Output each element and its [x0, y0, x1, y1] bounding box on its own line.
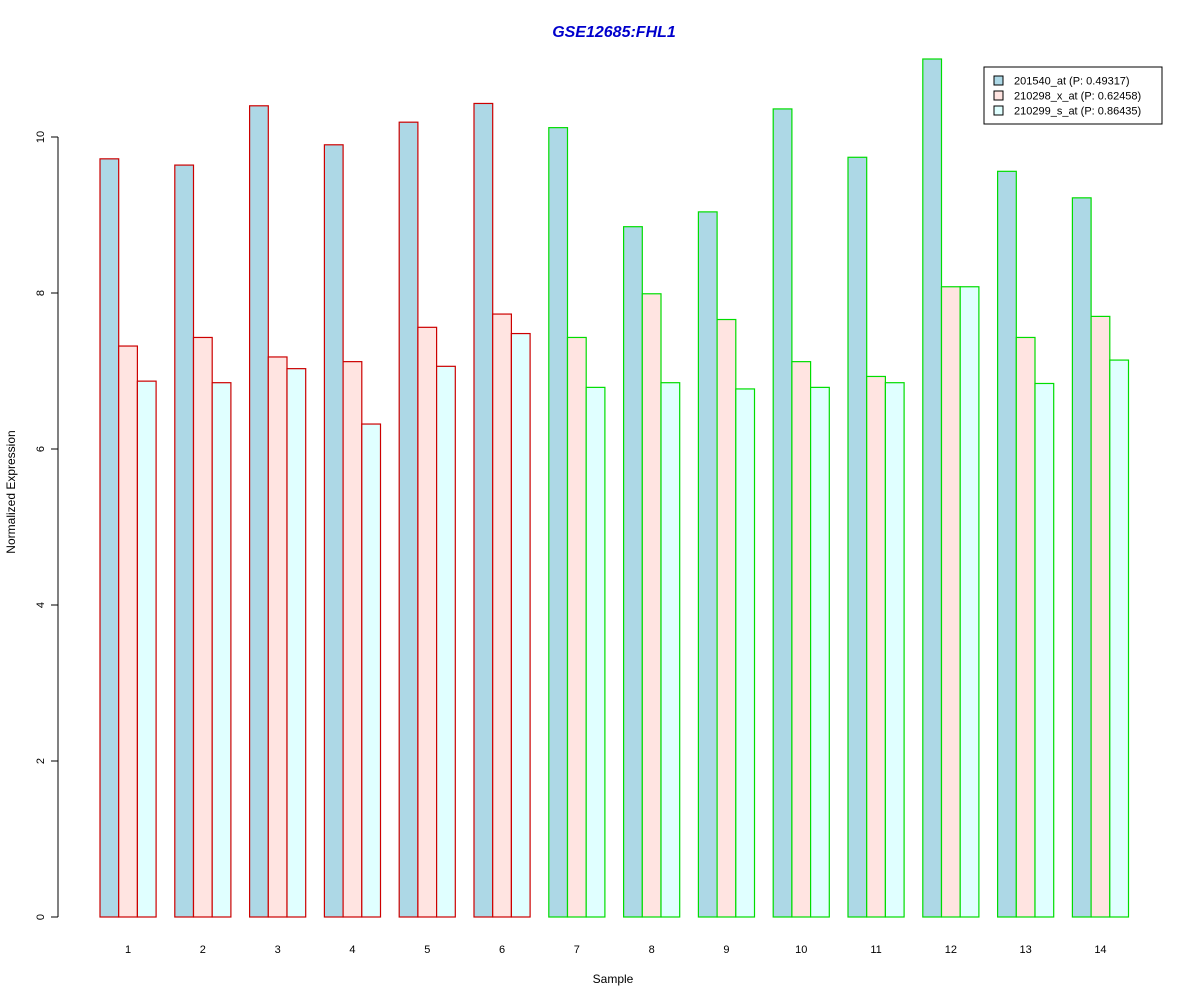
- x-tick-label: 7: [574, 944, 580, 956]
- bar: [660, 382, 681, 918]
- bar: [772, 108, 793, 918]
- x-axis-label: Sample: [593, 972, 634, 986]
- x-tick-label: 4: [349, 944, 355, 956]
- x-tick-label: 5: [424, 944, 430, 956]
- bar: [847, 156, 868, 918]
- y-tick-label: 0: [35, 914, 47, 920]
- bar: [492, 313, 513, 918]
- y-axis: 0 2 4 6 8 10: [35, 131, 59, 920]
- x-tick-label: 11: [870, 944, 881, 956]
- x-tick-label: 13: [1020, 944, 1032, 956]
- legend-label: 210298_x_at (P: 0.62458): [1014, 91, 1141, 103]
- bar: [809, 386, 830, 918]
- y-tick-label: 6: [35, 446, 47, 452]
- x-tick-label: 3: [275, 944, 281, 956]
- bar-groups: [99, 58, 1130, 918]
- bar: [323, 144, 344, 918]
- legend-swatch: [993, 105, 1004, 116]
- bar-group: [697, 211, 756, 918]
- bar: [940, 286, 961, 918]
- bar-group: [922, 58, 980, 918]
- legend-box: [983, 66, 1163, 125]
- bar: [566, 336, 587, 918]
- bar: [959, 286, 980, 918]
- bar: [1090, 315, 1111, 918]
- bar: [342, 361, 363, 918]
- chart-title: GSE12685:FHL1: [552, 24, 676, 41]
- bar-group: [99, 158, 157, 918]
- bar: [1071, 197, 1092, 918]
- x-tick-label: 14: [1094, 944, 1106, 956]
- bar: [548, 127, 569, 918]
- bar: [473, 102, 494, 918]
- bar: [585, 386, 606, 918]
- x-tick-label: 10: [795, 944, 807, 956]
- bar: [361, 423, 382, 918]
- bar-group: [1071, 197, 1130, 918]
- bar: [622, 226, 643, 918]
- bar: [417, 326, 438, 918]
- x-tick-label: 6: [499, 944, 505, 956]
- bar-group: [174, 164, 232, 918]
- legend-label: 210299_s_at (P: 0.86435): [1014, 106, 1141, 118]
- bar: [1015, 336, 1036, 918]
- x-tick-label: 12: [945, 944, 957, 956]
- legend: 201540_at (P: 0.49317) 210298_x_at (P: 0.…: [983, 66, 1163, 125]
- x-tick-label: 2: [200, 944, 206, 956]
- bar-group: [622, 226, 681, 918]
- bar: [249, 105, 269, 918]
- bar-group: [548, 127, 606, 918]
- x-tick-label: 8: [649, 944, 655, 956]
- y-axis-label: Normalized Expression: [4, 430, 18, 553]
- bar: [716, 318, 737, 918]
- bar: [791, 361, 812, 918]
- y-tick-label: 4: [35, 602, 47, 608]
- bar-group: [323, 144, 382, 918]
- legend-swatch: [993, 90, 1004, 101]
- bar: [697, 211, 718, 918]
- bar-group: [249, 105, 307, 918]
- bar-group: [398, 121, 456, 918]
- bar: [267, 356, 288, 918]
- bar: [192, 336, 213, 918]
- bar: [286, 368, 307, 918]
- x-tick-label: 9: [723, 944, 729, 956]
- bar: [884, 382, 905, 918]
- bar: [398, 121, 419, 918]
- bar: [436, 365, 456, 918]
- y-tick-label: 8: [35, 290, 47, 296]
- bar: [641, 293, 662, 918]
- bar: [922, 58, 943, 918]
- bar: [996, 170, 1017, 918]
- x-tick-label: 1: [125, 944, 131, 956]
- y-tick-label: 2: [35, 758, 47, 764]
- bar: [118, 345, 138, 918]
- bar: [99, 158, 120, 918]
- bar: [735, 388, 756, 918]
- bar: [510, 332, 531, 918]
- bar: [211, 382, 232, 918]
- legend-swatch: [993, 75, 1004, 86]
- bar-group: [772, 108, 830, 918]
- bar: [866, 375, 887, 918]
- x-tick-labels: 1 2 3 4 5 6 7 8 9 10 11 12 13 14: [125, 944, 1107, 956]
- bar-group: [996, 170, 1055, 918]
- y-tick-label: 10: [35, 131, 47, 143]
- bar: [1034, 382, 1055, 918]
- bar: [136, 380, 157, 918]
- bar: [174, 164, 195, 918]
- bar-group: [473, 102, 531, 918]
- bar-group: [847, 156, 905, 918]
- legend-label: 201540_at (P: 0.49317): [1014, 76, 1130, 88]
- bar: [1109, 359, 1130, 918]
